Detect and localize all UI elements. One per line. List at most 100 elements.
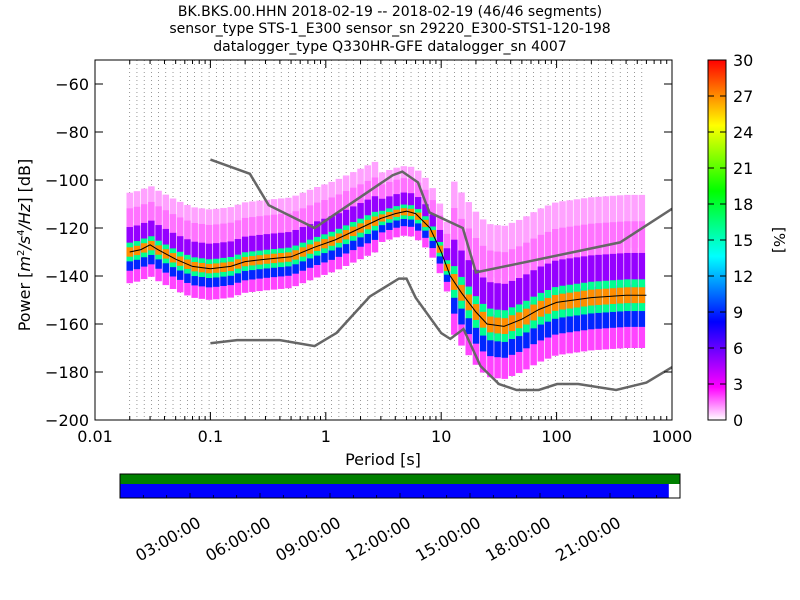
title-line-network: BK.BKS.00.HHN 2018-02-19 -- 2018-02-19 (… (178, 4, 602, 20)
y-tick-label: −100 (45, 171, 89, 190)
x-tick-label: 1000 (652, 427, 693, 446)
heatmap-cell (487, 335, 494, 378)
heatmap-cell (566, 311, 573, 354)
heatmap-cell (140, 188, 148, 220)
colorbar-tick-label: 6 (733, 339, 743, 358)
heatmap-cell (602, 196, 610, 250)
heatmap-cell (227, 272, 234, 298)
heatmap-cell (371, 161, 379, 194)
noise-model-nhnm (209, 158, 672, 274)
heatmap-cell (335, 178, 343, 211)
timeline-label: 15:00:00 (412, 513, 484, 565)
heatmap-cell (414, 221, 422, 241)
heatmap-cell (523, 216, 530, 270)
colorbar-tick-label: 12 (733, 267, 753, 286)
heatmap-cell (299, 227, 307, 259)
heatmap-cell (227, 222, 234, 261)
colorbar-tick-label: 3 (733, 375, 743, 394)
x-tick-label: 100 (541, 427, 572, 446)
y-label-exp-4: 4 (16, 230, 27, 236)
x-tick-label: 10 (431, 427, 451, 446)
y-label-unit-s: /s (15, 236, 34, 252)
timeline-label: 06:00:00 (202, 513, 274, 565)
x-tick-label: 1 (321, 427, 331, 446)
heatmap-cell (241, 236, 249, 268)
y-label-unit-m: m (15, 256, 34, 272)
colorbar-tick-label: 0 (733, 411, 743, 430)
heatmap-cell (472, 211, 480, 265)
y-label-prefix: Power [ (15, 272, 34, 332)
heatmap-cell (451, 181, 458, 235)
noise-model-nlnm (210, 277, 672, 392)
data-availability-timeline: 03:00:0006:00:0009:00:0012:00:0015:00:00… (119, 473, 681, 565)
title-line-datalogger: datalogger_type Q330HR-GFE datalogger_sn… (213, 39, 566, 55)
heatmap-cell (400, 216, 408, 236)
y-tick-label: −80 (55, 123, 89, 142)
timeline-label: 18:00:00 (482, 513, 554, 565)
y-tick-label: −60 (55, 75, 89, 94)
timeline-coverage-bar (120, 484, 669, 498)
heatmap-cell (573, 310, 581, 353)
plot-frame (94, 59, 673, 421)
colorbar-tick-label: 24 (733, 123, 753, 142)
y-tick-label: −200 (45, 411, 89, 430)
heatmap-cell (595, 196, 602, 250)
heatmap-cell (234, 270, 242, 296)
heatmap-cell (501, 336, 509, 379)
heatmap-cell (126, 227, 133, 259)
timeline-ticks: 03:00:0006:00:0009:00:0012:00:0015:00:00… (132, 493, 658, 565)
x-tick-label: 0.01 (77, 427, 113, 446)
heatmap-cell (335, 244, 343, 270)
heatmap-cell (270, 199, 278, 231)
y-tick-label: −120 (45, 219, 89, 238)
heatmap-cell (588, 223, 595, 288)
timeline-label: 03:00:00 (132, 513, 204, 565)
colorbar-tick-label: 21 (733, 159, 753, 178)
timeline-label: 12:00:00 (342, 513, 414, 565)
heatmap-cell (133, 225, 141, 257)
heatmap-cell (234, 220, 242, 258)
heatmap-cell (494, 283, 501, 337)
timeline-label: 21:00:00 (552, 513, 624, 565)
heatmap-cell (357, 203, 364, 235)
y-tick-label: −140 (45, 267, 89, 286)
heatmap-cell (378, 222, 386, 242)
x-axis-label: Period [s] (345, 450, 421, 469)
heatmap-cell (184, 204, 191, 237)
heatmap-cell (227, 207, 234, 239)
noise-models (209, 158, 672, 392)
colorbar-tick-label: 30 (733, 51, 753, 70)
heatmap-cell (133, 191, 141, 223)
y-tick-label: −160 (45, 315, 89, 334)
colorbar-tick-label: 15 (733, 231, 753, 250)
y-label-suffix: ] [dB] (15, 159, 34, 204)
heatmap-cell (234, 204, 242, 236)
colorbar-ticks: 0 3 6 9 12 15 18 21 24 27 30 (708, 51, 753, 430)
y-axis-ticks: −60 −80 −100 −120 −140 −160 −180 −200 (45, 75, 672, 430)
colorbar-label: [%] (770, 227, 788, 253)
x-tick-label: 0.1 (198, 427, 223, 446)
heatmap-cell (465, 202, 472, 255)
y-label-unit-hz: /Hz (15, 203, 34, 231)
x-axis-ticks: 0.01 0.1 1 10 100 1000 (77, 60, 692, 446)
colorbar-tick-label: 9 (733, 303, 743, 322)
colorbar-tick-label: 27 (733, 87, 753, 106)
heatmap-cell (364, 199, 371, 231)
y-axis-label: Power [m2/s4/Hz] [dB] (15, 159, 34, 332)
heatmap-cell (321, 218, 328, 250)
title-line-sensor: sensor_type STS-1_E300 sensor_sn 29220_E… (169, 21, 610, 37)
heatmap-cell (176, 236, 184, 268)
heatmap-cell (609, 195, 617, 249)
heatmap-cell (386, 181, 393, 211)
y-label-exp-2: 2 (16, 250, 27, 256)
heatmap-cell (580, 256, 588, 310)
heatmap-cell (184, 220, 191, 258)
colorbar-tick-label: 18 (733, 195, 753, 214)
heatmap-cell (249, 235, 256, 267)
timeline-label: 09:00:00 (272, 513, 344, 565)
mode-curve (129, 210, 647, 327)
y-tick-label: −180 (45, 363, 89, 382)
timeline-segments-bar (120, 474, 680, 484)
heatmap-cell (530, 212, 537, 265)
